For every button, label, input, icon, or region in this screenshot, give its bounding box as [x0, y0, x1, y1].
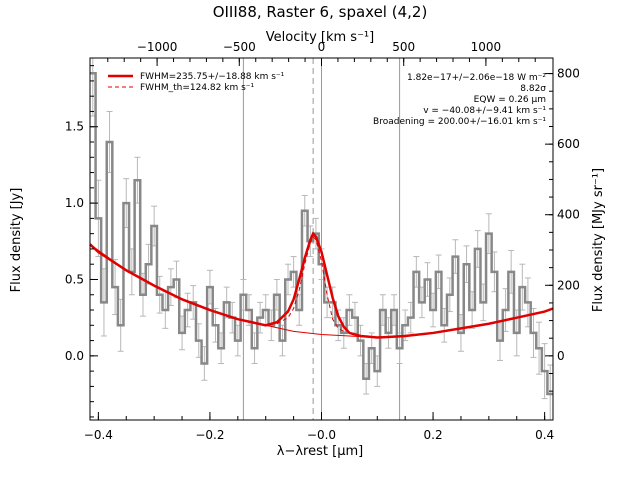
top-axis-label: Velocity [km s⁻¹] — [266, 30, 374, 45]
thermal-fit-dashed-line — [276, 235, 345, 332]
annotation-1: 8.82σ — [520, 84, 546, 94]
right-tick-label-4: 800 — [557, 67, 580, 81]
y-tick-label-1: 0.5 — [65, 272, 84, 286]
y-axis-label: Flux density [Jy] — [9, 188, 24, 293]
y-tick-label-0: 0.0 — [65, 349, 84, 363]
x-tick-label-0: −0.4 — [84, 428, 113, 442]
top-tick-label-1: −500 — [223, 40, 256, 54]
y-tick-label-3: 1.5 — [65, 120, 84, 134]
top-tick-label-4: 1000 — [471, 40, 502, 54]
total-fit-line — [89, 231, 554, 339]
x-tick-label-3: 0.2 — [424, 428, 443, 442]
annotation-3: v = −40.08+/−9.41 km s⁻¹ — [423, 106, 546, 116]
top-tick-label-0: −1000 — [137, 40, 178, 54]
annotation-2: EQW = 0.26 μm — [474, 95, 546, 105]
y-tick-label-2: 1.0 — [65, 196, 84, 210]
x-tick-label-1: −0.2 — [195, 428, 224, 442]
right-tick-label-0: 0 — [557, 349, 565, 363]
x-axis-label: λ−λrest [μm] — [277, 444, 363, 459]
legend-label-1: FWHM_th=124.82 km s⁻¹ — [140, 83, 255, 93]
right-axis-label: Flux density [MJy sr⁻¹] — [591, 168, 606, 312]
legend-label-0: FWHM=235.75+/−18.88 km s⁻¹ — [140, 72, 285, 82]
right-tick-label-2: 400 — [557, 208, 580, 222]
x-tick-label-4: 0.4 — [535, 428, 554, 442]
spectrum-step-line — [90, 72, 553, 396]
right-tick-label-1: 200 — [557, 278, 580, 292]
annotation-0: 1.82e−17+/−2.06e−18 W m⁻² — [407, 73, 546, 83]
x-tick-label-2: −0.0 — [307, 428, 336, 442]
chart-title: OIII88, Raster 6, spaxel (4,2) — [213, 3, 428, 21]
top-tick-label-3: 500 — [392, 40, 415, 54]
top-tick-label-2: 0 — [318, 40, 326, 54]
right-tick-label-3: 600 — [557, 137, 580, 151]
annotation-4: Broadening = 200.00+/−16.01 km s⁻¹ — [373, 117, 546, 127]
